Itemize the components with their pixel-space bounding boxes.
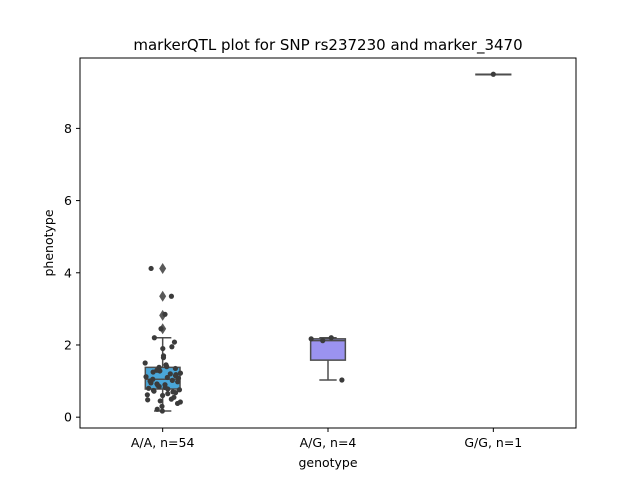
data-point xyxy=(158,326,164,332)
data-point xyxy=(169,344,175,350)
data-point xyxy=(144,392,150,398)
data-point xyxy=(169,377,175,383)
data-point xyxy=(162,311,168,317)
data-point xyxy=(160,345,166,352)
data-point xyxy=(159,408,165,414)
y-axis-label: phenotype xyxy=(41,209,56,276)
data-point xyxy=(146,385,152,391)
data-point xyxy=(175,379,181,385)
data-point xyxy=(177,370,184,376)
x-tick-label: A/A, n=54 xyxy=(131,435,195,450)
data-point xyxy=(160,355,167,361)
y-tick-label: 6 xyxy=(64,193,72,208)
data-point xyxy=(168,396,174,402)
data-point xyxy=(167,371,173,377)
data-point xyxy=(165,386,171,392)
data-point xyxy=(151,335,157,341)
data-point xyxy=(148,380,154,386)
outlier-marker xyxy=(159,290,167,302)
plot-area xyxy=(142,71,512,414)
y-tick-label: 4 xyxy=(64,265,72,280)
box-iqr xyxy=(309,338,347,361)
x-tick-label: G/G, n=1 xyxy=(464,435,522,450)
data-point xyxy=(168,293,175,299)
data-point xyxy=(145,397,151,403)
chart-title: markerQTL plot for SNP rs237230 and mark… xyxy=(133,36,522,55)
data-point xyxy=(320,338,326,344)
data-point xyxy=(150,369,156,375)
data-point xyxy=(174,400,181,407)
data-point xyxy=(156,383,162,390)
y-tick-label: 2 xyxy=(64,337,72,352)
data-point xyxy=(164,374,170,381)
data-point xyxy=(159,403,165,409)
data-point xyxy=(328,335,334,341)
data-point xyxy=(148,265,154,272)
data-point xyxy=(339,377,345,383)
data-point xyxy=(165,391,171,397)
outlier-marker xyxy=(159,262,167,274)
data-point xyxy=(172,390,179,396)
data-point xyxy=(159,392,166,399)
y-tick-label: 0 xyxy=(64,410,72,425)
data-point xyxy=(143,374,149,380)
y-tick-label: 8 xyxy=(64,121,72,136)
data-point xyxy=(151,388,157,394)
y-axis: 0 2 4 6 8 xyxy=(64,121,80,425)
data-point xyxy=(171,339,178,345)
data-point xyxy=(176,387,183,393)
data-point xyxy=(154,406,160,412)
data-point xyxy=(142,360,148,366)
data-point xyxy=(490,71,496,77)
box-group xyxy=(309,337,347,381)
data-point xyxy=(157,368,163,374)
data-point xyxy=(308,336,314,342)
data-point xyxy=(157,398,163,404)
x-axis-label: genotype xyxy=(298,455,357,470)
x-axis: A/A, n=54 A/G, n=4 G/G, n=1 xyxy=(131,428,522,450)
data-point xyxy=(164,364,170,370)
data-point xyxy=(172,365,178,372)
x-tick-label: A/G, n=4 xyxy=(300,435,357,450)
